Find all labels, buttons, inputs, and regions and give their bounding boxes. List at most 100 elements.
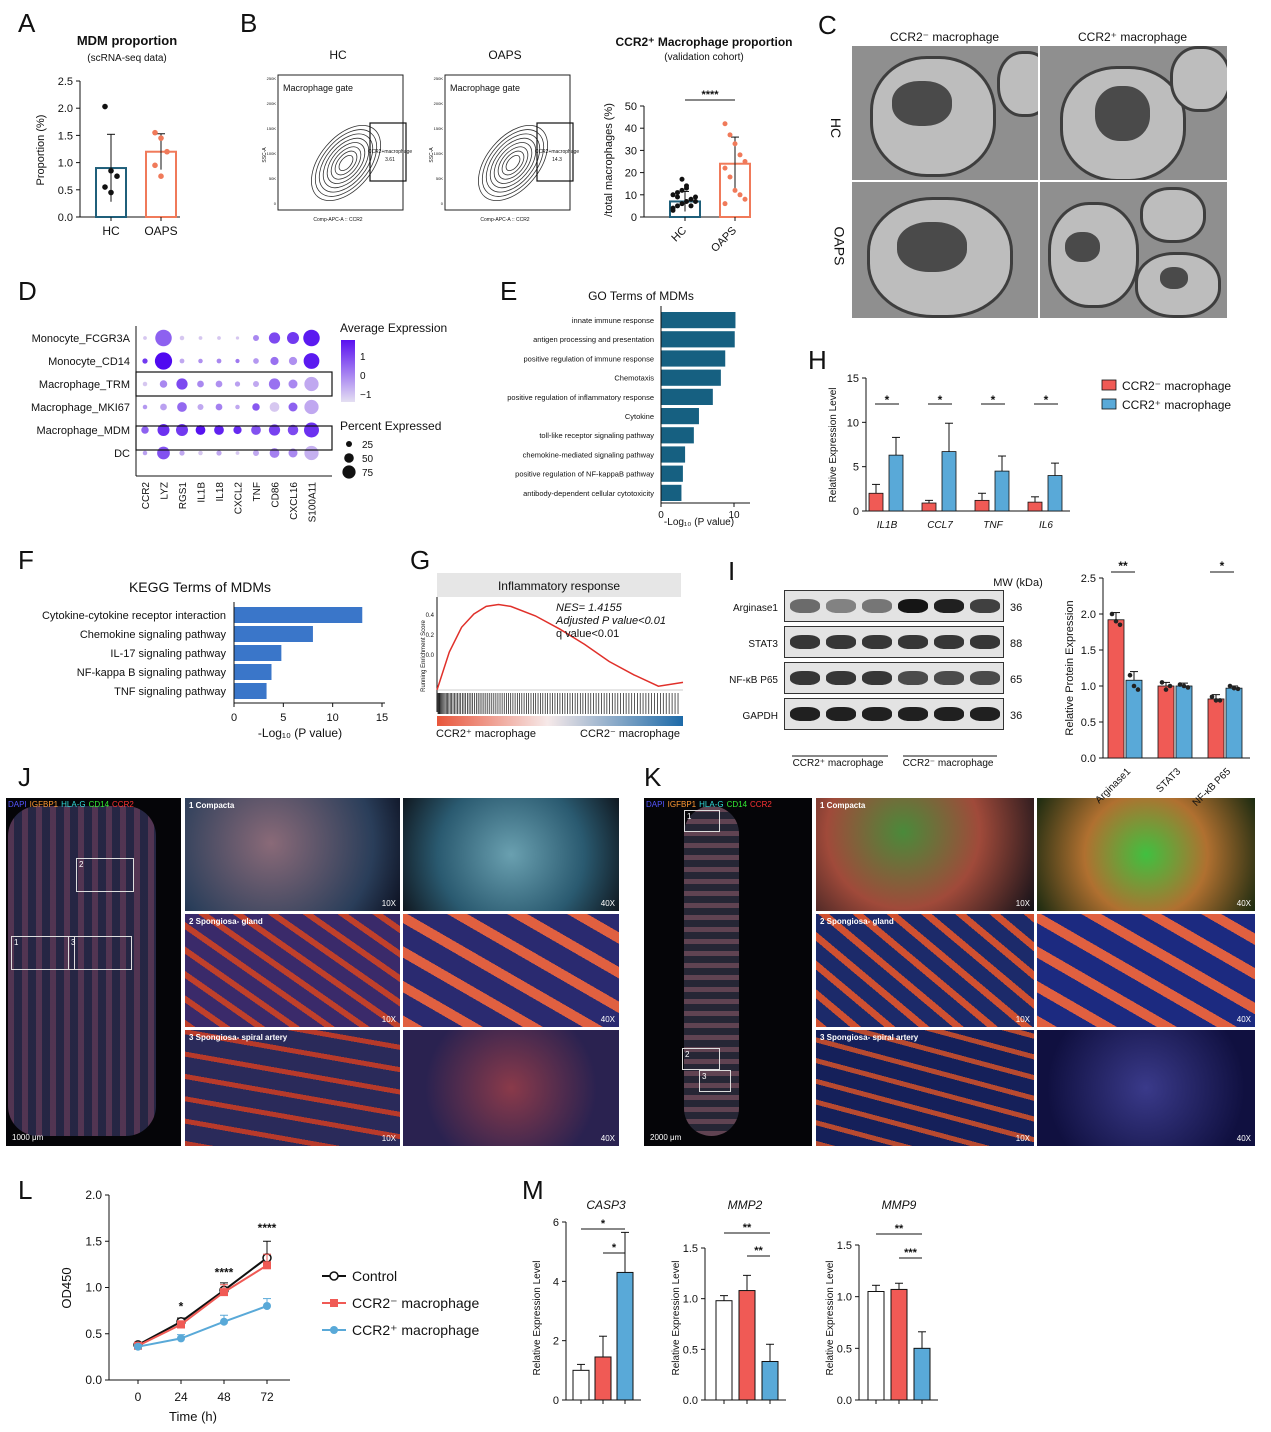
if-mag-40x: 40X [600, 1134, 615, 1143]
dotplot-dot [268, 332, 281, 344]
blot-band [898, 635, 928, 649]
dotplot-dot [253, 450, 259, 456]
gsea-adjp: Adjusted P value<0.01 [555, 615, 666, 627]
flow-ytick-hc: 200K [267, 101, 277, 106]
if-zoom-box-j: 3 [68, 936, 132, 970]
dotplot-gene-label: CXCL2 [234, 482, 245, 515]
blot-band [826, 671, 856, 685]
panel-m-bar-casp3 [572, 1369, 590, 1401]
panel-l-xtick-label: 48 [217, 1390, 231, 1404]
panel-a-point [102, 103, 108, 110]
if-row-label-j: 3 Spongiosa- spiral artery [189, 1033, 288, 1042]
flow-gate-box-hc [369, 122, 407, 182]
panel-l-legend-marker [329, 1271, 339, 1281]
blot-band [934, 707, 964, 721]
dotplot-dot [214, 425, 224, 435]
panel-i-point [1181, 683, 1187, 689]
blot-band [898, 671, 928, 685]
panel-f-term: TNF signaling pathway [114, 686, 226, 698]
panel-l-legend-label: CCR2⁺ macrophage [352, 1322, 479, 1338]
panel-l-ylabel: OD450 [59, 1267, 74, 1308]
panel-l-yaxis-tick-label: 1.5 [85, 1234, 102, 1248]
flow-gate-name-hc: CCR2+macrophage [368, 149, 413, 155]
panel-h-bar [888, 454, 904, 512]
panel-l-sig: **** [215, 1265, 234, 1279]
panel-h-legend-swatch [1101, 398, 1117, 410]
panel-b-point-oaps [722, 165, 728, 171]
panel-e-bar [661, 408, 699, 425]
if-stain-label: IGFBP1 [667, 800, 697, 809]
dotplot-dot [234, 381, 241, 387]
panel-b-point-hc [688, 196, 694, 202]
panel-a-point [108, 167, 114, 174]
panel-b-point-hc [675, 203, 680, 209]
panel-a-title: MDM proportion [77, 33, 177, 48]
panel-h-yaxis-tick-label: 10 [847, 417, 859, 429]
flow-gate-label-oaps: Macrophage gate [450, 83, 520, 93]
panel-b-point-oaps [722, 121, 728, 127]
dotplot-dot [198, 358, 203, 364]
flow-contour-hc [322, 137, 370, 189]
blot-mw-header: MW (kDa) [993, 577, 1043, 589]
flow-yaxis-label-oaps: SSC-A [429, 147, 435, 163]
if-zoom-box-k: 2 [682, 1048, 720, 1070]
panel-i-xtick-label: NF-κB P65 [1191, 766, 1234, 809]
panel-f-bar [234, 607, 363, 623]
gsea-ylabel: Running Enrichment Score [421, 619, 427, 691]
dotplot-dot [215, 403, 223, 411]
gsea-ytick: 0.2 [426, 633, 435, 639]
panel-l-marker-ccr2pos [134, 1342, 142, 1351]
panel-e-title: GO Terms of MDMs [588, 289, 694, 303]
panel-label-b: B [240, 8, 258, 38]
dotplot-dot [155, 329, 172, 347]
dotplot-dot [304, 376, 319, 392]
panel-f-xtick-label: 15 [376, 712, 388, 724]
dotplot-pct-dot [342, 465, 356, 479]
if-zoom-box-k: 3 [699, 1070, 731, 1092]
panel-a-point [102, 184, 108, 190]
panel-e-xtick-label: 10 [728, 510, 740, 521]
blot-protein-label: STAT3 [748, 639, 778, 650]
panel-l-yaxis-tick-label: 0.0 [85, 1373, 102, 1387]
panel-m-sig-mmp2: ** [743, 1222, 752, 1234]
flow-ytick-hc: 150K [267, 126, 277, 131]
panel-i-yaxis-tick-label: 2.5 [1081, 573, 1096, 585]
blot-strip-nfkb [784, 662, 1004, 694]
dotplot-row-label: DC [114, 448, 130, 460]
panel-label-f: F [18, 545, 34, 575]
panel-h-ylabel: Relative Expression Level [828, 387, 839, 502]
panel-b-yaxis-tick-label: 40 [625, 123, 637, 135]
panel-e-term: toll-like receptor signaling pathway [539, 431, 654, 440]
panel-h-yaxis-tick-label: 0 [853, 506, 859, 518]
dotplot-dot [304, 445, 319, 461]
blot-band [934, 635, 964, 649]
panel-m-yaxis-casp3-tick-label: 6 [553, 1217, 559, 1229]
if-stain-label: HLA-G [61, 800, 86, 809]
flow-ytick-oaps: 150K [434, 126, 444, 131]
panel-m-ylabel-mmp9: Relative Expression Level [825, 1260, 836, 1375]
if-mag-40x: 40X [600, 1015, 615, 1024]
blot-band [970, 599, 1000, 613]
dotplot-gene-label: RGS1 [178, 482, 189, 510]
panel-h-bar [994, 470, 1010, 512]
panel-i-point [1163, 687, 1169, 692]
flow-title-oaps: OAPS [488, 48, 521, 62]
panel-i-point [1217, 698, 1223, 703]
if-row-label-k: 3 Spongiosa- spiral artery [820, 1033, 919, 1042]
panel-b-point-oaps [742, 196, 748, 202]
panel-b-point-hc [675, 190, 680, 196]
panel-e-bar [661, 350, 726, 367]
panel-i-point [1135, 687, 1141, 692]
panel-l-marker-ccr2pos [177, 1334, 185, 1343]
if-40x-image-j: 40X [403, 914, 619, 1027]
gsea-curve [436, 603, 684, 691]
dotplot-dot [198, 450, 203, 456]
panel-l-marker-ccr2neg [220, 1288, 228, 1297]
dotplot-dot [303, 329, 320, 347]
panel-i-point [1167, 683, 1173, 689]
gsea-qval: q value<0.01 [556, 628, 619, 640]
if-stain-label: CD14 [88, 800, 110, 809]
flow-contour-oaps [497, 146, 529, 180]
panel-i-bar [1175, 685, 1193, 759]
panel-i-yaxis-tick-label: 0.0 [1081, 753, 1096, 765]
